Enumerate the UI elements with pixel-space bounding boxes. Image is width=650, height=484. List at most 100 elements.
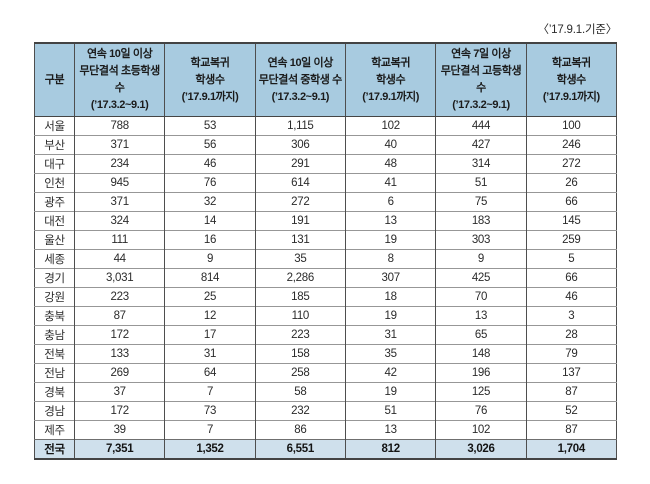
value-cell: 444 — [435, 116, 527, 136]
value-cell: 66 — [525, 192, 617, 212]
value-cell: 28 — [525, 325, 617, 345]
region-cell: 충남 — [34, 325, 75, 345]
value-cell: 66 — [525, 268, 617, 288]
value-cell: 269 — [73, 363, 165, 383]
region-cell: 경기 — [34, 268, 75, 288]
value-cell: 75 — [435, 192, 527, 212]
region-cell: 부산 — [34, 135, 75, 155]
value-cell: 8 — [344, 249, 436, 269]
value-cell: 427 — [435, 135, 527, 155]
value-cell: 2,286 — [254, 268, 346, 288]
value-cell: 172 — [73, 401, 165, 421]
value-cell: 35 — [254, 249, 346, 269]
total-value-cell: 6,551 — [254, 439, 346, 460]
table-row: 대전 324 14 191 13 183 145 — [34, 211, 617, 231]
value-cell: 52 — [525, 401, 617, 421]
value-cell: 86 — [254, 420, 346, 440]
table-row: 부산 371 56 306 40 427 246 — [34, 135, 617, 155]
value-cell: 259 — [525, 230, 617, 250]
value-cell: 291 — [254, 154, 346, 174]
header-row: 구분 연속 10일 이상 무단결석 초등학생 수 (’17.3.2~9.1) 학교복… — [34, 43, 617, 118]
table-row: 경북 37 7 58 19 125 87 — [34, 382, 617, 402]
value-cell: 133 — [73, 344, 165, 364]
value-cell: 314 — [435, 154, 527, 174]
value-cell: 19 — [344, 306, 436, 326]
value-cell: 371 — [73, 135, 165, 155]
value-cell: 46 — [525, 287, 617, 307]
column-header: 학교복귀 학생수 (’17.9.1까지) — [164, 43, 256, 118]
value-cell: 31 — [344, 325, 436, 345]
value-cell: 148 — [435, 344, 527, 364]
total-value-cell: 3,026 — [435, 439, 527, 460]
region-cell: 세종 — [34, 249, 75, 269]
region-cell: 제주 — [34, 420, 75, 440]
value-cell: 183 — [435, 211, 527, 231]
region-cell: 인천 — [34, 173, 75, 193]
value-cell: 102 — [435, 420, 527, 440]
value-cell: 137 — [525, 363, 617, 383]
value-cell: 51 — [344, 401, 436, 421]
value-cell: 3 — [525, 306, 617, 326]
value-cell: 100 — [525, 116, 617, 136]
value-cell: 13 — [344, 420, 436, 440]
value-cell: 58 — [254, 382, 346, 402]
value-cell: 324 — [73, 211, 165, 231]
value-cell: 788 — [73, 116, 165, 136]
table-row: 전남 269 64 258 42 196 137 — [34, 363, 617, 383]
value-cell: 814 — [164, 268, 256, 288]
column-header: 학교복귀 학생수 (’17.9.1까지) — [525, 43, 617, 118]
total-region-cell: 전국 — [34, 439, 75, 460]
table-row: 경남 172 73 232 51 76 52 — [34, 401, 617, 421]
value-cell: 41 — [344, 173, 436, 193]
region-cell: 경남 — [34, 401, 75, 421]
value-cell: 110 — [254, 306, 346, 326]
table-row: 경기 3,031 814 2,286 307 425 66 — [34, 268, 617, 288]
value-cell: 125 — [435, 382, 527, 402]
table-body: 서울 788 53 1,115 102 444 100 부산 371 56 306 40 427 246 대… — [34, 116, 617, 460]
value-cell: 76 — [435, 401, 527, 421]
value-cell: 73 — [164, 401, 256, 421]
value-cell: 64 — [164, 363, 256, 383]
region-cell: 충북 — [34, 306, 75, 326]
value-cell: 172 — [73, 325, 165, 345]
region-cell: 대전 — [34, 211, 75, 231]
value-cell: 234 — [73, 154, 165, 174]
region-cell: 경북 — [34, 382, 75, 402]
region-cell: 광주 — [34, 192, 75, 212]
column-header: 연속 10일 이상 무단결석 초등학생 수 (’17.3.2~9.1) — [73, 43, 165, 118]
table-row: 충남 172 17 223 31 65 28 — [34, 325, 617, 345]
value-cell: 53 — [164, 116, 256, 136]
value-cell: 13 — [435, 306, 527, 326]
value-cell: 87 — [73, 306, 165, 326]
value-cell: 111 — [73, 230, 165, 250]
column-header: 학교복귀 학생수 (’17.9.1까지) — [344, 43, 436, 118]
value-cell: 223 — [254, 325, 346, 345]
value-cell: 258 — [254, 363, 346, 383]
value-cell: 191 — [254, 211, 346, 231]
table-row: 충북 87 12 110 19 13 3 — [34, 306, 617, 326]
table-row: 전북 133 31 158 35 148 79 — [34, 344, 617, 364]
value-cell: 14 — [164, 211, 256, 231]
value-cell: 196 — [435, 363, 527, 383]
table-row: 울산 111 16 131 19 303 259 — [34, 230, 617, 250]
table-row: 제주 39 7 86 13 102 87 — [34, 420, 617, 440]
value-cell: 32 — [164, 192, 256, 212]
value-cell: 9 — [164, 249, 256, 269]
value-cell: 1,115 — [254, 116, 346, 136]
value-cell: 303 — [435, 230, 527, 250]
value-cell: 3,031 — [73, 268, 165, 288]
value-cell: 307 — [344, 268, 436, 288]
value-cell: 223 — [73, 287, 165, 307]
total-value-cell: 812 — [344, 439, 436, 460]
value-cell: 945 — [73, 173, 165, 193]
value-cell: 6 — [344, 192, 436, 212]
value-cell: 26 — [525, 173, 617, 193]
value-cell: 272 — [254, 192, 346, 212]
column-header: 연속 7일 이상 무단결석 고등학생 수 (’17.3.2~9.1) — [435, 43, 527, 118]
value-cell: 13 — [344, 211, 436, 231]
value-cell: 65 — [435, 325, 527, 345]
value-cell: 425 — [435, 268, 527, 288]
value-cell: 232 — [254, 401, 346, 421]
region-cell: 전남 — [34, 363, 75, 383]
value-cell: 48 — [344, 154, 436, 174]
